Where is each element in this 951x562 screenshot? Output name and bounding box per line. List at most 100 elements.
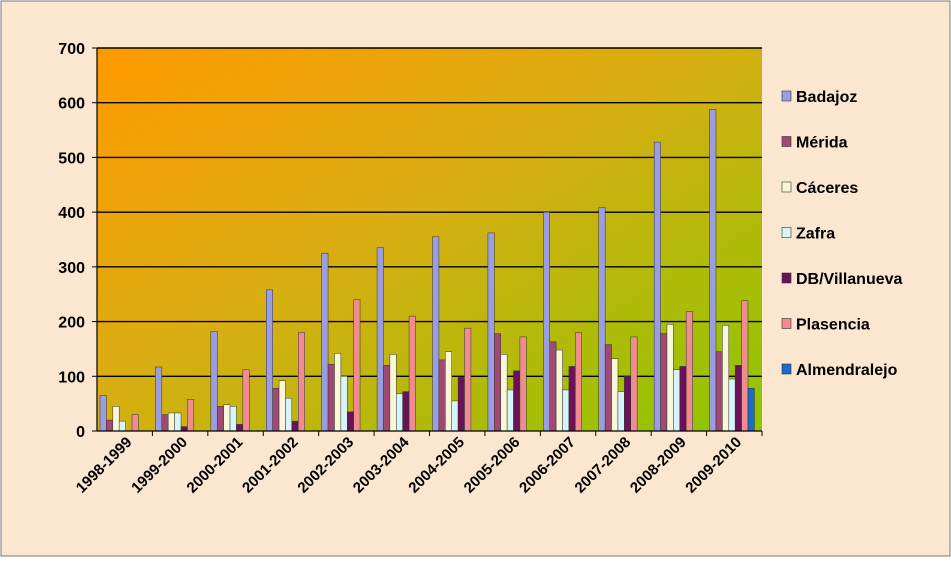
- bar-badajoz-2002-2003: [321, 252, 329, 432]
- bar-zafra-2002-2003: [340, 376, 348, 432]
- bar-plasencia-2007-2008: [630, 336, 638, 432]
- y-tick-label: 700: [58, 41, 85, 58]
- legend-label: Badajoz: [796, 89, 857, 106]
- bar-badajoz-2001-2002: [266, 289, 273, 432]
- bar-c-ceres-2005-2006: [500, 354, 508, 432]
- bar-zafra-2005-2006: [506, 389, 514, 432]
- bar-db-villanueva-2009-2010: [734, 365, 742, 432]
- legend-swatch: [781, 181, 792, 193]
- bar-plasencia-1999-2000: [187, 399, 195, 432]
- bar-plasencia-2003-2004: [408, 315, 416, 432]
- bar-c-ceres-2000-2001: [223, 404, 231, 432]
- legend-label: Plasencia: [796, 317, 870, 334]
- y-tick-label: 0: [76, 424, 85, 441]
- y-tick-label: 100: [58, 369, 85, 386]
- bar-m-rida-2003-2004: [383, 365, 391, 432]
- bars: [99, 109, 755, 432]
- gridlines: [97, 47, 762, 377]
- y-tick-label: 500: [58, 150, 85, 167]
- legend-swatch: [781, 318, 792, 329]
- bar-badajoz-2004-2005: [432, 236, 440, 432]
- bar-m-rida-2002-2003: [327, 363, 335, 432]
- bar-c-ceres-2004-2005: [445, 351, 452, 432]
- bar-c-ceres-2007-2008: [611, 358, 619, 432]
- bar-m-rida-2001-2002: [272, 388, 280, 432]
- bar-zafra-2004-2005: [451, 400, 459, 432]
- bar-db-villanueva-2002-2003: [347, 411, 354, 432]
- bar-plasencia-2004-2005: [464, 327, 472, 432]
- bar-badajoz-2003-2004: [376, 247, 384, 432]
- legend-swatch: [781, 227, 792, 238]
- plot-area: [97, 48, 762, 431]
- bar-db-villanueva-2006-2007: [568, 366, 576, 432]
- bar-plasencia-2001-2002: [298, 332, 305, 432]
- bar-badajoz-2005-2006: [487, 232, 495, 432]
- bar-m-rida-2000-2001: [216, 406, 224, 432]
- bar-m-rida-2008-2009: [660, 333, 668, 432]
- bar-plasencia-2008-2009: [685, 311, 693, 432]
- bar-c-ceres-2001-2002: [278, 380, 286, 432]
- bar-zafra-1999-2000: [174, 412, 182, 432]
- bar-plasencia-2000-2001: [242, 369, 250, 432]
- legend-label: Zafra: [796, 226, 835, 243]
- bar-zafra-2008-2009: [673, 369, 681, 432]
- bar-c-ceres-1999-2000: [167, 412, 175, 432]
- bar-badajoz-2008-2009: [653, 141, 661, 432]
- bar-m-rida-1999-2000: [161, 414, 169, 432]
- bar-m-rida-2006-2007: [549, 341, 557, 432]
- bar-c-ceres-2006-2007: [555, 349, 563, 432]
- bar-m-rida-2007-2008: [604, 344, 612, 432]
- bar-db-villanueva-2005-2006: [513, 370, 521, 432]
- y-tick-label: 200: [58, 315, 85, 332]
- bar-zafra-2001-2002: [285, 397, 293, 432]
- y-tick-label: 400: [58, 205, 85, 222]
- bar-m-rida-2005-2006: [494, 333, 501, 432]
- bar-almendralejo-2009-2010: [747, 388, 755, 432]
- bar-badajoz-2006-2007: [543, 211, 550, 432]
- legend: Badajoz Mérida Cáceres Zafra DB/Villanueva Pl…: [781, 89, 903, 379]
- y-tick-label: 300: [58, 260, 85, 277]
- bar-m-rida-2004-2005: [438, 359, 446, 432]
- bar-db-villanueva-2001-2002: [291, 420, 299, 432]
- legend-swatch: [781, 272, 792, 284]
- bar-db-villanueva-1999-2000: [180, 426, 188, 432]
- bar-db-villanueva-2000-2001: [236, 424, 244, 432]
- bar-db-villanueva-2003-2004: [402, 391, 410, 432]
- bar-plasencia-2006-2007: [575, 332, 582, 432]
- bar-plasencia-1998-1999: [131, 414, 139, 432]
- bar-c-ceres-1998-1999: [112, 406, 120, 432]
- bar-plasencia-2002-2003: [353, 299, 361, 432]
- bar-db-villanueva-2004-2005: [457, 377, 465, 432]
- bar-plasencia-2009-2010: [741, 300, 749, 432]
- bar-badajoz-2009-2010: [709, 109, 717, 432]
- y-axis: 0 100 200 300 400 500 600 700: [58, 41, 98, 441]
- legend-swatch: [781, 90, 792, 102]
- bar-zafra-1998-1999: [118, 420, 126, 432]
- bar-c-ceres-2003-2004: [389, 354, 397, 432]
- legend-label: Mérida: [796, 135, 848, 152]
- bar-badajoz-2000-2001: [210, 331, 218, 432]
- bar-zafra-2007-2008: [617, 391, 625, 432]
- bar-zafra-2000-2001: [229, 406, 237, 432]
- y-tick-label: 600: [58, 96, 85, 113]
- bar-db-villanueva-2008-2009: [679, 366, 687, 432]
- legend-swatch: [781, 136, 792, 147]
- legend-label: Cáceres: [796, 180, 858, 197]
- bar-c-ceres-2008-2009: [666, 324, 674, 432]
- legend-label: Almendralejo: [796, 362, 898, 379]
- bar-db-villanueva-2007-2008: [624, 376, 631, 432]
- bar-badajoz-1998-1999: [99, 395, 107, 432]
- legend-swatch: [781, 363, 792, 375]
- bar-zafra-2009-2010: [728, 378, 736, 432]
- bar-zafra-2003-2004: [396, 393, 403, 432]
- bar-c-ceres-2002-2003: [334, 353, 342, 432]
- legend-label: DB/Villanueva: [796, 271, 903, 288]
- bar-plasencia-2005-2006: [519, 336, 527, 432]
- bar-zafra-2006-2007: [562, 389, 570, 432]
- bar-badajoz-2007-2008: [598, 207, 606, 432]
- bar-c-ceres-2009-2010: [722, 325, 730, 432]
- bar-m-rida-1998-1999: [106, 419, 114, 432]
- bar-badajoz-1999-2000: [155, 366, 163, 432]
